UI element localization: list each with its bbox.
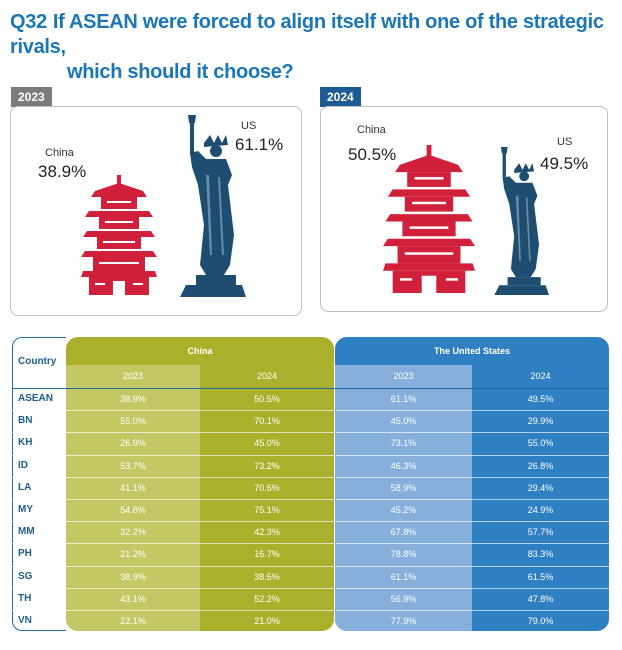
pagoda-icon: [383, 145, 475, 293]
table-cell: 61.1%: [390, 394, 417, 404]
row-separator: [12, 543, 609, 545]
table-cell: 78.8%: [390, 549, 417, 560]
china-2023-column: [66, 365, 200, 631]
table-cell: 38.5%: [254, 571, 280, 582]
table-cell: 38.9%: [120, 394, 146, 404]
table-cell: 54.8%: [120, 505, 146, 515]
us-2023-column: [335, 365, 472, 631]
table-cell: 43.1%: [120, 593, 146, 604]
title-text-1: If ASEAN were forced to align itself wit…: [10, 11, 604, 58]
header-separator: [12, 388, 609, 389]
table-cell: 22.1%: [120, 616, 146, 626]
pagoda-icon: [81, 175, 157, 295]
row-separator: [12, 587, 609, 589]
table-cell: 73.2%: [254, 460, 280, 471]
row-label-country: MY: [18, 504, 33, 515]
table-cell: 55.0%: [120, 416, 146, 427]
table-cell: 83.3%: [527, 549, 554, 560]
row-separator: [12, 476, 609, 478]
china-label-2023: China: [45, 147, 74, 159]
statue-of-liberty-icon: [494, 147, 549, 295]
table-cell: 21.2%: [120, 549, 146, 560]
row-label-country: BN: [18, 415, 33, 427]
china-2024-header: 2024: [256, 371, 278, 381]
table-cell: 55.0%: [527, 438, 554, 449]
row-separator: [12, 410, 609, 412]
us-pct-2023: 61.1%: [235, 135, 284, 154]
table-cell: 73.1%: [390, 438, 417, 449]
year-tag-2023: 2023: [11, 87, 52, 107]
table-cell: 45.0%: [390, 416, 417, 427]
us-pct-2024: 49.5%: [540, 154, 589, 173]
us-label-2023: US: [241, 120, 257, 132]
table-cell: 61.5%: [527, 571, 554, 582]
table-cell: 38.9%: [120, 571, 146, 582]
us-2024-header: 2024: [530, 371, 551, 381]
table-cell: 26.9%: [120, 438, 146, 449]
table-cell: 42.3%: [254, 527, 280, 538]
table-cell: 24.9%: [527, 505, 554, 515]
panel-2024: China 50.5% US 49.5%: [320, 106, 608, 312]
year-tag-2024: 2024: [320, 87, 361, 107]
statue-of-liberty-icon: [180, 115, 246, 297]
table-cell: 75.1%: [254, 505, 280, 515]
table-cell: 29.9%: [527, 416, 554, 427]
table-cell: 16.7%: [254, 549, 280, 560]
row-label-country: PH: [18, 548, 32, 560]
row-label-country: ASEAN: [18, 393, 54, 404]
table-cell: 49.5%: [527, 394, 554, 404]
row-label-country: LA: [18, 481, 32, 493]
row-separator: [12, 565, 609, 567]
table-cell: 56.9%: [390, 593, 417, 604]
table-cell: 45.0%: [254, 438, 280, 449]
row-label-country: TH: [18, 592, 32, 604]
table-cell: 29.4%: [527, 482, 554, 493]
table-cell: 67.8%: [390, 527, 417, 538]
table-cell: 46.3%: [390, 460, 417, 471]
country-header: Country: [18, 356, 57, 367]
table-cell: 32.2%: [120, 527, 146, 538]
row-label-country: VN: [18, 615, 32, 626]
table-cell: 21.0%: [254, 616, 280, 626]
row-separator: [12, 432, 609, 434]
table-cell: 61.1%: [390, 571, 417, 582]
row-separator: [12, 610, 609, 611]
table-cell: 79.0%: [527, 616, 554, 626]
page-title: Q32 If ASEAN were forced to align itself …: [10, 10, 615, 85]
us-group-header: The United States: [433, 346, 510, 356]
title-line-1: Q32 If ASEAN were forced to align itself …: [10, 10, 615, 60]
panel-2023: China 38.9% US 61.1%: [10, 106, 302, 316]
row-label-country: SG: [18, 570, 33, 582]
table-cell: 70.1%: [254, 416, 280, 427]
table-cell: 77.9%: [390, 616, 417, 626]
country-column: [12, 337, 66, 631]
china-2023-header: 2023: [122, 371, 144, 381]
table-cell: 52.2%: [254, 593, 280, 604]
china-pct-2024: 50.5%: [348, 145, 397, 164]
table-cell: 58.9%: [390, 482, 417, 493]
table-cell: 26.8%: [527, 460, 554, 471]
us-2023-header: 2023: [393, 371, 414, 381]
table-cell: 41.1%: [120, 482, 146, 493]
table-cell: 70.6%: [254, 482, 280, 493]
table-cell: 57.7%: [527, 527, 554, 538]
row-label-country: ID: [18, 459, 28, 471]
china-pct-2023: 38.9%: [38, 162, 87, 181]
us-label-2024: US: [557, 136, 573, 148]
table-cell: 47.8%: [527, 593, 554, 604]
title-text-2: which should it choose?: [67, 61, 294, 83]
china-group-header: China: [187, 346, 213, 356]
row-separator: [12, 499, 609, 500]
table-cell: 53.7%: [120, 460, 146, 471]
row-separator: [12, 454, 609, 456]
table-cell: 45.2%: [390, 505, 417, 515]
row-label-country: MM: [18, 526, 35, 538]
row-separator: [12, 521, 609, 523]
china-label-2024: China: [357, 124, 386, 136]
table-cell: 50.5%: [254, 394, 280, 404]
row-label-country: KH: [18, 437, 33, 449]
question-number: Q32: [10, 11, 47, 33]
